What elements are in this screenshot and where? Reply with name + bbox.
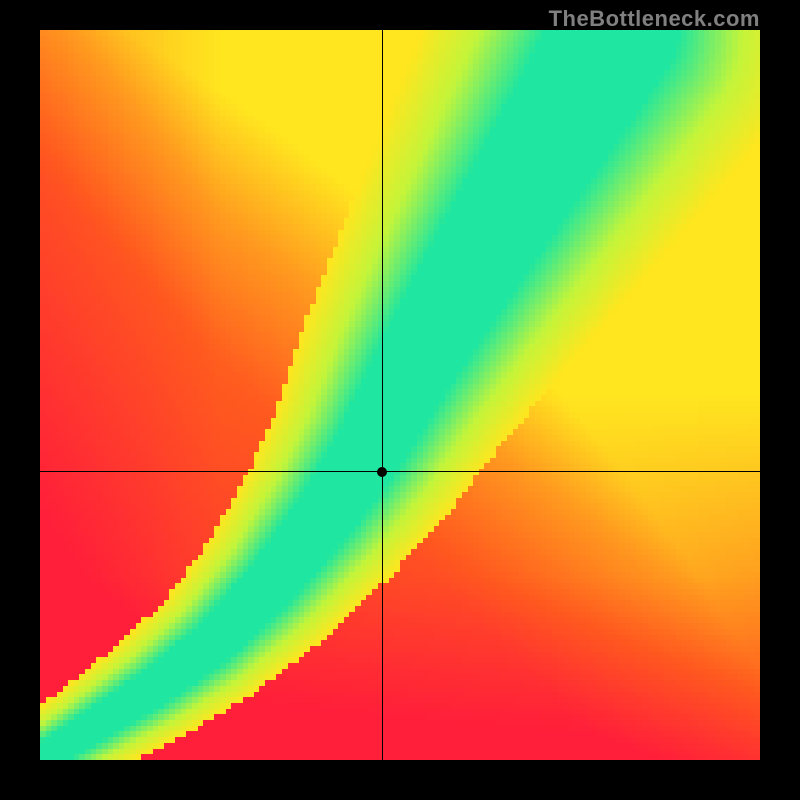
crosshair-vertical <box>382 30 383 760</box>
chart-container: { "watermark": { "text": "TheBottleneck.… <box>0 0 800 800</box>
crosshair-dot <box>377 467 387 477</box>
watermark-text: TheBottleneck.com <box>549 6 760 32</box>
bottleneck-heatmap <box>40 30 760 760</box>
crosshair-horizontal <box>40 471 760 472</box>
